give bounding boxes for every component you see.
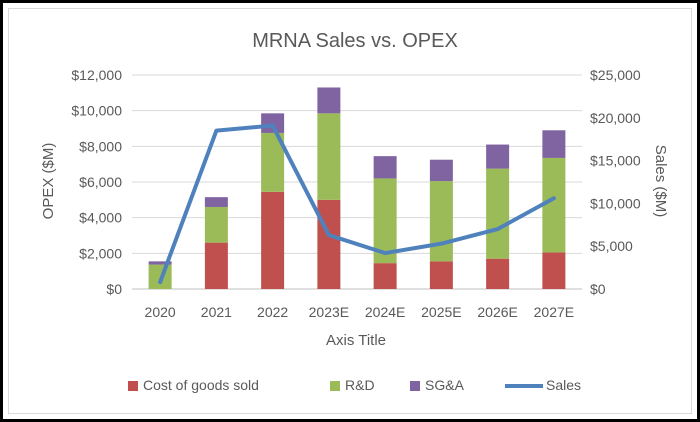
x-axis-title: Axis Title (326, 332, 386, 349)
chart-title: MRNA Sales vs. OPEX (252, 30, 458, 52)
legend-label: SG&A (425, 377, 465, 393)
secondary-y-tick-label: $5,000 (590, 238, 633, 254)
bar-segment (204, 242, 228, 289)
secondary-y-tick-label: $0 (590, 281, 606, 297)
legend-label: Cost of goods sold (143, 377, 259, 393)
y-tick-label: $2,000 (79, 245, 122, 261)
bar-segment (373, 178, 397, 264)
y-tick-label: $8,000 (79, 138, 122, 154)
legend: Cost of goods sold R&D SG&A Sales (128, 377, 581, 393)
y-tick-label: $12,000 (71, 67, 122, 83)
bar-segment (261, 191, 285, 289)
y-tick-label: $4,000 (79, 210, 122, 226)
x-tick-label: 2024E (365, 304, 405, 320)
secondary-y-axis-title: Sales ($M) (652, 145, 669, 218)
legend-label: Sales (546, 377, 581, 393)
bar-segment (429, 261, 453, 289)
bar-segment (429, 181, 453, 262)
y-tick-label: $6,000 (79, 174, 122, 190)
legend-swatch (128, 381, 138, 391)
x-tick-label: 2025E (421, 304, 461, 320)
bar-segment (317, 199, 341, 289)
x-tick-label: 2026E (477, 304, 517, 320)
bar-segment (317, 87, 341, 114)
bar-segment (317, 113, 341, 200)
x-tick-label: 2022 (257, 304, 288, 320)
bar-segment (261, 132, 285, 192)
y-tick-label: $0 (106, 281, 122, 297)
chart-area (8, 8, 692, 414)
bar-segment (204, 197, 228, 207)
bar-segment (542, 157, 566, 253)
bar-segment (429, 159, 453, 182)
bar-segment (486, 168, 510, 259)
bar-segment (261, 113, 285, 133)
bar-segment (542, 130, 566, 158)
secondary-y-tick-label: $20,000 (590, 110, 641, 126)
y-tick-label: $10,000 (71, 103, 122, 119)
secondary-y-tick-label: $10,000 (590, 195, 641, 211)
bar-segment (373, 263, 397, 289)
bar-segment (486, 144, 510, 169)
bar-segment (204, 206, 228, 243)
legend-swatch (410, 381, 420, 391)
bar-segment (486, 258, 510, 289)
secondary-y-tick-label: $25,000 (590, 67, 641, 83)
x-tick-label: 2021 (201, 304, 232, 320)
sales-line (158, 123, 556, 285)
bar-segment (373, 156, 397, 179)
bar-segment (148, 261, 172, 265)
legend-swatch (330, 381, 340, 391)
x-tick-label: 2020 (145, 304, 176, 320)
x-tick-label: 2027E (534, 304, 574, 320)
y-axis-title: OPEX ($M) (40, 143, 57, 220)
legend-label: R&D (345, 377, 375, 393)
x-tick-label: 2023E (309, 304, 349, 320)
bar-segment (542, 252, 566, 289)
secondary-y-tick-label: $15,000 (590, 153, 641, 169)
